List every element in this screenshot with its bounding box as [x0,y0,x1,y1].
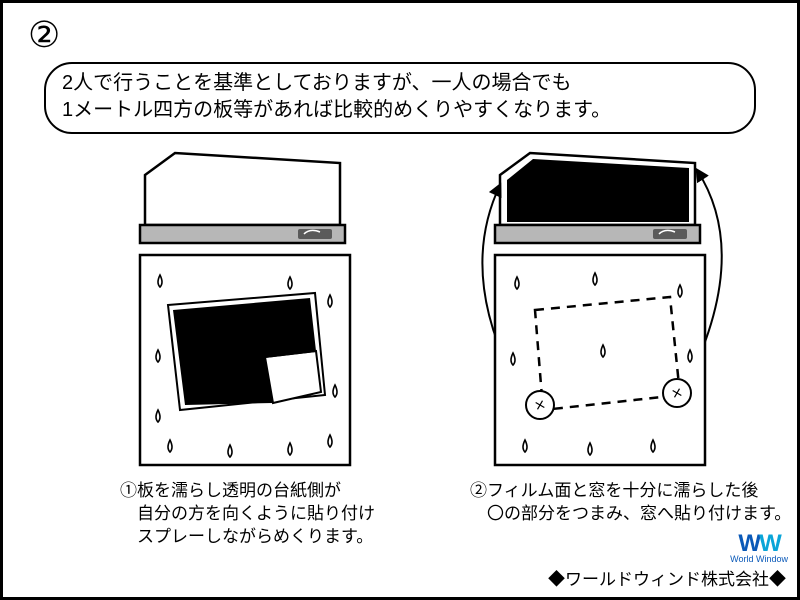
illustration-step1 [90,150,395,475]
brand-logo: WW World Window [730,530,788,564]
note-line-1: 2人で行うことを基準としておりますが、一人の場合でも [62,72,572,94]
panel-step1: ①板を濡らし透明の台紙側が 自分の方を向くように貼り付け スプレーしながらめくり… [90,150,395,475]
note-line-2: 1メートル四方の板等があれば比較的めくりやすくなります。 [62,99,611,121]
caption-step1: ①板を濡らし透明の台紙側が 自分の方を向くように貼り付け スプレーしながらめくり… [120,480,375,549]
step-number: ② [28,14,60,56]
caption-step2: ②フィルム面と窓を十分に濡らした後 〇の部分をつまみ、窓へ貼り付けます。 [470,480,791,526]
company-name: ◆ワールドウィンド株式会社◆ [548,565,786,590]
panel-step2: ②フィルム面と窓を十分に濡らした後 〇の部分をつまみ、窓へ貼り付けます。 [445,150,750,480]
brand-subtext: World Window [730,554,788,564]
instruction-note: 2人で行うことを基準としておりますが、一人の場合でも 1メートル四方の板等があれ… [44,62,756,134]
illustration-step2 [445,150,785,480]
